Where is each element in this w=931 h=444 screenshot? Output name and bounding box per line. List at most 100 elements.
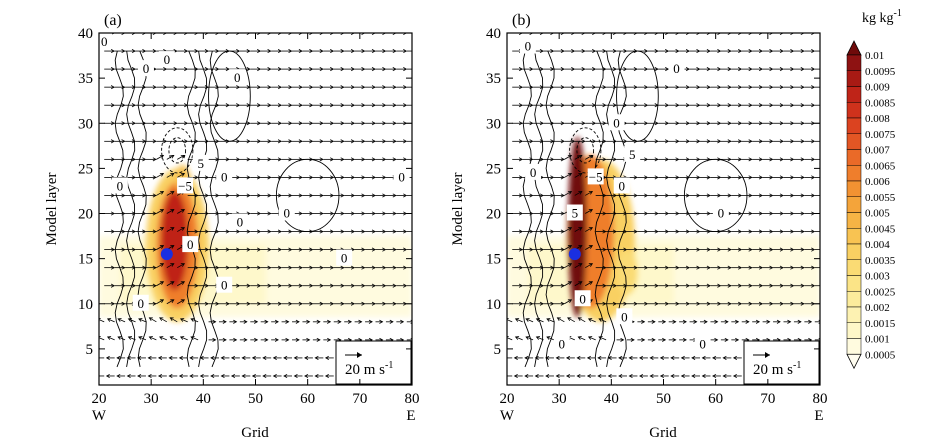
wind-vector-head (682, 319, 687, 324)
wind-vector (578, 317, 586, 323)
wind-vector-head (588, 263, 594, 267)
wind-vector-head (152, 283, 157, 288)
contour-label-bg (712, 204, 729, 221)
wind-vector (515, 336, 523, 341)
wind-vector-head (555, 355, 560, 360)
wind-vector-head (539, 283, 544, 288)
wind-vector-head (204, 265, 209, 270)
colorbar-swatch (846, 275, 862, 292)
wind-vector-head (105, 373, 110, 379)
wind-vector-head (529, 103, 534, 108)
wind-vector-head (319, 139, 324, 144)
wind-vector (598, 336, 607, 341)
wind-vector-head (779, 85, 784, 90)
wind-vector (536, 318, 544, 323)
contour-label: 0 (187, 237, 194, 252)
negative-contour (168, 137, 187, 164)
wind-vector-head (340, 283, 345, 288)
wind-vector-head (277, 193, 282, 198)
wind-vector-head (277, 139, 282, 144)
wind-vector-head (180, 155, 186, 159)
wind-vector-head (267, 157, 272, 162)
wind-vector-head (257, 301, 262, 306)
wind-vector-head (319, 229, 324, 234)
wind-vector-head (550, 33, 555, 36)
wind-vector-head (361, 85, 366, 90)
wind-vector (557, 317, 565, 323)
wind-vector-head (550, 247, 555, 252)
wind-vector-head (116, 355, 121, 360)
wind-vector-head (571, 85, 576, 90)
wind-vector-head (518, 33, 524, 36)
wind-vector-head (194, 283, 199, 288)
wind-vector-head (722, 355, 727, 360)
wind-vector-head (330, 175, 335, 180)
wind-vector-head (779, 33, 784, 36)
wind-vector-head (560, 67, 565, 72)
wind-vector-head (800, 301, 805, 306)
contour-label-bg (231, 213, 248, 230)
wind-vector-head (225, 33, 230, 36)
wind-vector-head (567, 317, 572, 322)
contour-label-bg (553, 335, 570, 352)
wind-vector (564, 299, 572, 305)
wind-vector-head (210, 355, 215, 360)
wind-vector-head (142, 33, 147, 36)
wind-vector-head (680, 355, 685, 360)
wind-vector-head (571, 33, 576, 36)
wind-vector-head (293, 373, 298, 379)
wind-vector-head (204, 33, 209, 36)
y-tick-label: 5 (494, 342, 502, 358)
colorbar-tick-label: 0.006 (865, 176, 890, 188)
wind-vector (564, 155, 572, 160)
wind-vector-head (724, 319, 729, 324)
wind-vector-head (382, 157, 387, 162)
wind-vector-head (382, 175, 387, 180)
wind-vector-head (392, 67, 397, 72)
contour-label-bg (616, 308, 633, 325)
wind-vector-head (159, 227, 165, 231)
wind-vector-head (173, 139, 178, 144)
wind-vector-head (403, 33, 408, 36)
wind-vector-head (644, 229, 649, 234)
wind-vector-head (623, 67, 628, 72)
wind-vector-head (157, 355, 163, 360)
wind-vector-head (727, 85, 732, 90)
wind-vector-head (738, 157, 743, 162)
wind-vector-head (545, 355, 550, 360)
wind-vector-head (257, 283, 262, 288)
wind-vector-head (131, 85, 136, 90)
wind-vector-head (518, 103, 524, 108)
contour-label: 0 (718, 206, 725, 221)
wind-vector-head (717, 139, 722, 144)
wind-vector-head (131, 175, 136, 180)
wind-vector-head (298, 121, 303, 126)
wind-vector-head (152, 301, 157, 306)
wind-vector-head (117, 318, 122, 322)
wind-vector-head (587, 318, 593, 322)
colorbar-swatch (846, 196, 862, 213)
wind-vector-head (371, 121, 376, 126)
wind-vector-head (727, 175, 732, 180)
wind-vector-head (350, 283, 356, 288)
wind-vector-head (169, 317, 174, 322)
wind-vector-head (220, 355, 225, 360)
wind-vector-head (180, 172, 186, 177)
wind-vector-head (790, 283, 795, 288)
wind-vector-head (727, 193, 732, 198)
wind-vector-head (295, 337, 300, 342)
wind-vector-head (403, 247, 408, 252)
wind-vector-head (298, 193, 303, 198)
wind-vector-head (665, 247, 670, 252)
wind-vector-head (654, 139, 659, 144)
wind-vector-head (518, 229, 524, 234)
wind-vector-head (257, 247, 262, 252)
wind-vector-head (350, 265, 356, 270)
wind-vector-head (738, 121, 743, 126)
wind-vector-head (727, 301, 732, 306)
wind-vector-head (639, 355, 644, 360)
wind-vector-head (121, 265, 126, 270)
wind-vector-head (623, 85, 628, 90)
wind-vector-head (539, 67, 544, 72)
wind-vector-head (758, 85, 764, 90)
